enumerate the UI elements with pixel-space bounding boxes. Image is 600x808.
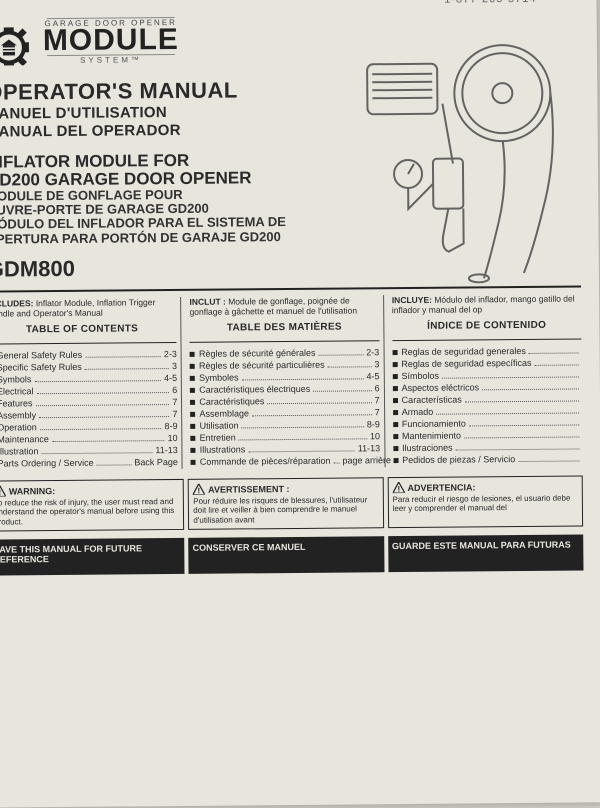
save-fr: CONSERVER CE MANUEL <box>189 536 385 573</box>
warning-es: !ADVERTENCIA: Para reducir el riesgo de … <box>387 476 583 528</box>
product-illustration <box>347 32 579 284</box>
logo-main-text: MODULE <box>43 26 179 54</box>
toc-row: Caractéristiques7 <box>190 395 379 407</box>
toc-row: Pedidos de piezas / Servicio <box>393 454 582 466</box>
warning-row: !WARNING: To reduce the risk of injury, … <box>0 476 583 532</box>
save-row: SAVE THIS MANUAL FOR FUTURE REFERENCE CO… <box>0 534 583 575</box>
svg-text:!: ! <box>0 488 1 497</box>
toc-row: Maintenance10 <box>0 433 178 445</box>
toc-row: Entretien10 <box>191 431 380 443</box>
save-es: GUARDE ESTE MANUAL PARA FUTURAS <box>388 534 584 571</box>
save-en: SAVE THIS MANUAL FOR FUTURE REFERENCE <box>0 538 185 575</box>
warning-icon: ! <box>193 484 205 495</box>
toc-row: Características <box>393 394 582 406</box>
toc-row: Commande de pièces/réparationpage arrièr… <box>191 455 380 467</box>
toc-head-en: TABLE OF CONTENTS <box>0 323 177 336</box>
toc-row: Règles de sécurité générales2-3 <box>190 347 379 359</box>
toc-row: Assembly7 <box>0 409 177 421</box>
col-fr: INCLUT : Module de gonflage, poignée de … <box>180 295 380 469</box>
toc-row: Ilustraciones <box>393 442 582 454</box>
toc-row: Symboles4-5 <box>190 371 379 383</box>
toc-row: Illustration11-13 <box>0 445 178 457</box>
toc-list-fr: Règles de sécurité générales2-3Règles de… <box>190 347 380 467</box>
svg-text:!: ! <box>198 487 201 496</box>
toc-row: Features7 <box>0 397 177 409</box>
divider <box>0 285 581 292</box>
toc-row: Aspectos eléctricos <box>393 382 582 394</box>
svg-text:!: ! <box>397 485 400 494</box>
manual-page: 1-877-205-5714 GARAGE DOOR OPENER MODULE… <box>0 0 600 808</box>
toc-list-en: General Safety Rules2-3Specific Safety R… <box>0 349 178 469</box>
toc-row: Utilisation8-9 <box>191 419 380 431</box>
toc-row: Mantenimiento <box>393 430 582 442</box>
toc-row: Règles de sécurité particulières3 <box>190 359 379 371</box>
toc-head-es: ÍNDICE DE CONTENIDO <box>392 320 581 333</box>
toc-row: General Safety Rules2-3 <box>0 349 177 361</box>
logo-sub-text: SYSTEM™ <box>43 56 179 64</box>
warning-en: !WARNING: To reduce the risk of injury, … <box>0 479 184 531</box>
toc-list-es: Reglas de seguridad generalesReglas de s… <box>392 346 582 466</box>
phone-number: 1-877-205-5714 <box>444 0 536 6</box>
toc-row: Electrical6 <box>0 385 177 397</box>
toc-row: Symbols4-5 <box>0 373 177 385</box>
warning-fr: !AVERTISSEMENT : Pour réduire les risque… <box>188 477 384 529</box>
toc-row: Assemblage7 <box>190 407 379 419</box>
toc-row: Illustrations11-13 <box>191 443 380 455</box>
toc-row: Funcionamiento <box>393 418 582 430</box>
col-es: INCLUYE: Módulo del inflador, mango gati… <box>383 293 583 467</box>
toc-row: Reglas de seguridad específicas <box>392 358 581 370</box>
toc-row: Reglas de seguridad generales <box>392 346 581 358</box>
toc-row: Parts Ordering / ServiceBack Page <box>0 457 178 469</box>
col-en: INCLUDES: Inflator Module, Inflation Tri… <box>0 297 178 471</box>
toc-row: Caractéristiques électriques6 <box>190 383 379 395</box>
toc-columns: INCLUDES: Inflator Module, Inflation Tri… <box>0 293 583 471</box>
gear-house-icon <box>0 17 33 65</box>
toc-row: Specific Safety Rules3 <box>0 361 177 373</box>
warning-icon: ! <box>392 482 404 493</box>
warning-icon: ! <box>0 486 6 497</box>
toc-head-fr: TABLE DES MATIÈRES <box>190 321 379 334</box>
toc-row: Armado <box>393 406 582 418</box>
toc-row: Símbolos <box>392 370 581 382</box>
toc-row: Operation8-9 <box>0 421 178 433</box>
